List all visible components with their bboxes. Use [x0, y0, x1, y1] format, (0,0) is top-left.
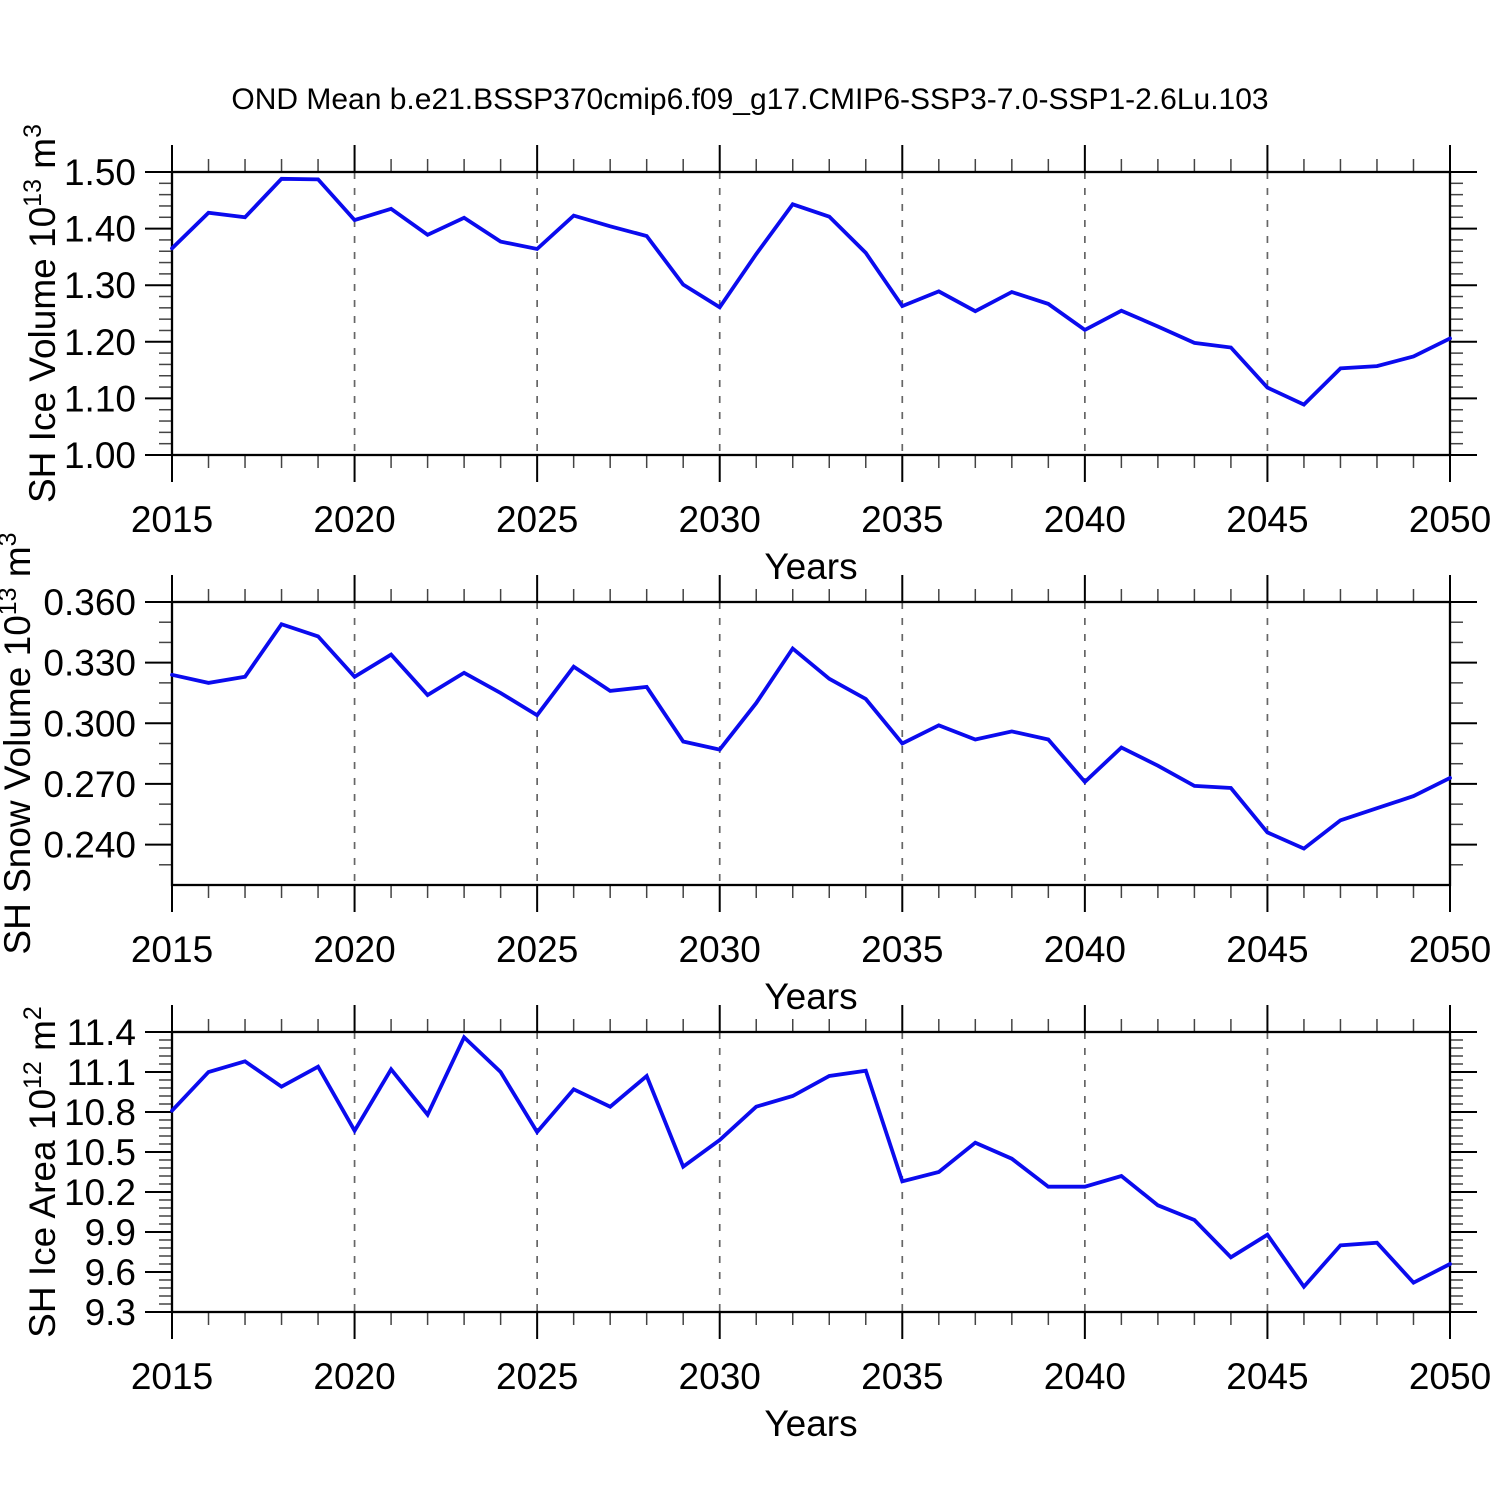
y-tick-label: 1.10 — [64, 378, 136, 419]
x-tick-label: 2030 — [679, 1356, 761, 1397]
series-line-sh-snow-volume — [170, 621, 1452, 851]
y-tick-label: 0.330 — [43, 643, 136, 684]
x-tick-label: 2035 — [861, 1356, 943, 1397]
chart-title: OND Mean b.e21.BSSP370cmip6.f09_g17.CMIP… — [231, 83, 1269, 116]
y-tick-label: 11.1 — [67, 1052, 136, 1093]
y-tick-label: 10.2 — [64, 1172, 136, 1213]
y-tick-label: 10.5 — [64, 1132, 136, 1173]
y-tick-label: 0.240 — [43, 825, 136, 866]
y-tick-label: 9.9 — [85, 1212, 136, 1253]
x-tick-label: 2015 — [131, 499, 213, 540]
x-tick-label: 2035 — [861, 499, 943, 540]
x-axis-title: Years — [764, 1403, 857, 1444]
x-tick-label: 2050 — [1409, 929, 1491, 970]
x-tick-label: 2020 — [313, 929, 395, 970]
x-tick-label: 2015 — [131, 929, 213, 970]
x-axis-title: Years — [764, 546, 857, 587]
y-tick-label: 9.3 — [85, 1292, 136, 1333]
series-line-sh-ice-area — [170, 1034, 1452, 1290]
x-tick-label: 2030 — [679, 499, 761, 540]
x-tick-label: 2050 — [1409, 499, 1491, 540]
y-tick-label: 0.360 — [43, 582, 136, 623]
plot-frame — [170, 170, 1452, 457]
x-tick-label: 2025 — [496, 929, 578, 970]
x-tick-label: 2035 — [861, 929, 943, 970]
x-tick-label: 2020 — [313, 1356, 395, 1397]
y-axis-title: SH Snow Volume 1013 m3 — [0, 532, 38, 954]
x-tick-label: 2050 — [1409, 1356, 1491, 1397]
x-tick-label: 2045 — [1226, 499, 1308, 540]
series-line-sh-ice-volume — [170, 176, 1452, 407]
plot-frame — [170, 1030, 1452, 1314]
y-tick-label: 0.270 — [43, 764, 136, 805]
x-tick-label: 2045 — [1226, 1356, 1308, 1397]
x-tick-label: 2015 — [131, 1356, 213, 1397]
panel-sh-ice-area: 11.411.110.810.510.29.99.69.3 2015 2020 202… — [19, 1005, 1491, 1444]
x-tick-label: 2020 — [313, 499, 395, 540]
y-tick-label: 9.6 — [85, 1252, 136, 1293]
x-tick-label: 2030 — [679, 929, 761, 970]
y-axis-title: SH Ice Area 1012 m2 — [19, 1006, 63, 1338]
panel-sh-snow-volume: 0.360 0.330 0.300 0.270 0.240 2015 2020 2025 203… — [0, 532, 1491, 1017]
y-tick-label: 1.20 — [64, 322, 136, 363]
y-tick-label: 1.50 — [64, 152, 136, 193]
panel-sh-ice-volume: 1.50 1.40 1.30 1.20 1.10 1.00 2015 2020 2025 2030… — [19, 124, 1491, 587]
x-tick-label: 2040 — [1044, 1356, 1126, 1397]
x-tick-label: 2040 — [1044, 499, 1126, 540]
plot-frame — [170, 600, 1452, 887]
y-tick-label: 11.4 — [67, 1012, 136, 1053]
y-tick-label: 1.00 — [64, 435, 136, 476]
x-tick-label: 2040 — [1044, 929, 1126, 970]
y-tick-label: 1.40 — [64, 209, 136, 250]
x-tick-label: 2025 — [496, 499, 578, 540]
y-tick-label: 0.300 — [43, 703, 136, 744]
x-axis-title: Years — [764, 976, 857, 1017]
y-tick-label: 10.8 — [64, 1092, 136, 1133]
y-tick-label: 1.30 — [64, 265, 136, 306]
x-tick-label: 2045 — [1226, 929, 1308, 970]
x-tick-label: 2025 — [496, 1356, 578, 1397]
y-axis-title: SH Ice Volume 1013 m3 — [19, 124, 63, 503]
